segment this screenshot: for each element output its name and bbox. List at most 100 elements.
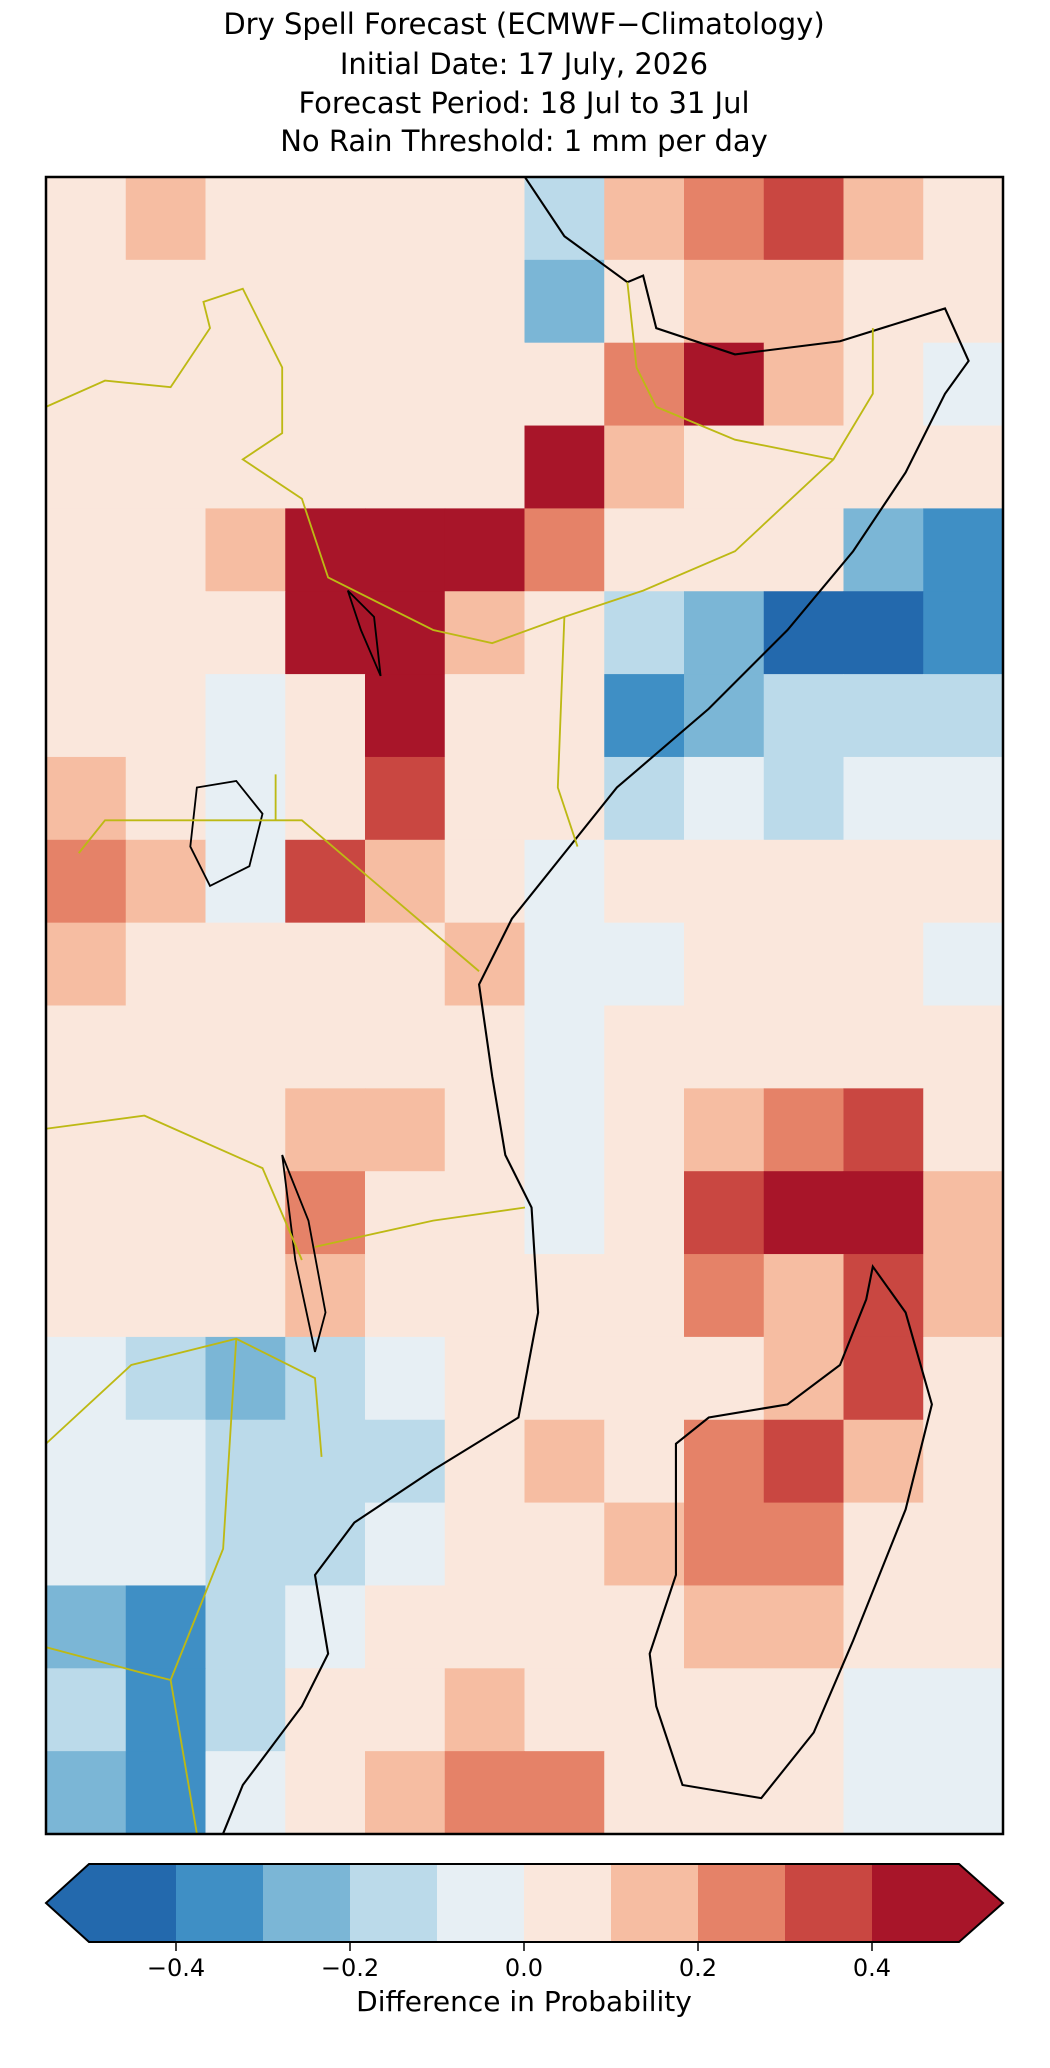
cell	[125, 1751, 206, 1835]
cell	[46, 342, 127, 427]
cell	[684, 1171, 765, 1255]
cell	[125, 674, 206, 758]
colorbar-label: Difference in Probability	[356, 1985, 692, 2018]
cell	[923, 1005, 1004, 1089]
cell	[604, 922, 685, 1006]
cell	[923, 839, 1004, 924]
cell	[125, 839, 206, 924]
cell	[843, 839, 924, 924]
cell	[684, 756, 765, 841]
cell	[46, 1502, 127, 1586]
lake	[189, 589, 382, 1353]
cell	[843, 1668, 924, 1752]
cell	[365, 839, 446, 924]
cell	[763, 839, 844, 924]
cell	[444, 1585, 525, 1669]
colorbar-extend	[46, 1864, 89, 1942]
map-frame	[44, 175, 1005, 1836]
cell	[923, 1171, 1004, 1255]
cell	[46, 1254, 127, 1338]
cell	[285, 1585, 366, 1669]
cell	[205, 259, 286, 344]
colorbar-segment	[176, 1864, 264, 1942]
madagascar	[648, 1263, 933, 1800]
cell	[684, 922, 765, 1006]
cell	[684, 1668, 765, 1752]
cell	[125, 1336, 206, 1421]
cell	[205, 1419, 286, 1504]
cell	[285, 591, 366, 675]
cell	[923, 922, 1004, 1006]
cell	[46, 425, 127, 509]
cell	[285, 1254, 366, 1338]
cell	[444, 839, 525, 924]
colorbar-tick-label: −0.2	[321, 1954, 379, 1982]
cell	[365, 591, 446, 675]
cell	[843, 425, 924, 509]
cell	[444, 1254, 525, 1338]
raster	[46, 177, 1004, 1835]
cell	[684, 425, 765, 509]
cell	[524, 1419, 605, 1504]
cell	[365, 1419, 446, 1504]
cell	[444, 1419, 525, 1504]
cell	[763, 1005, 844, 1089]
cell	[763, 1171, 844, 1255]
cell	[46, 508, 127, 592]
colorbar: −0.4 −0.2 0.0 0.2 0.4	[44, 1863, 1005, 1982]
cell	[763, 425, 844, 509]
cell	[46, 839, 127, 924]
cell	[444, 425, 525, 509]
colorbar-outline	[44, 1863, 1005, 1943]
cell	[843, 1502, 924, 1586]
cell	[524, 177, 605, 261]
cell	[285, 177, 366, 261]
cell	[604, 1336, 685, 1421]
cell	[604, 259, 685, 344]
cell	[365, 508, 446, 592]
cell	[524, 1668, 605, 1752]
cell	[365, 1005, 446, 1089]
cell	[46, 1751, 127, 1835]
colorbar-extend	[959, 1864, 1003, 1942]
colorbar-segment	[698, 1864, 786, 1942]
cell	[524, 425, 605, 509]
cell	[604, 1088, 685, 1172]
cell	[444, 1088, 525, 1172]
colorbar-segment	[785, 1864, 873, 1942]
cell	[763, 591, 844, 675]
cell	[444, 1502, 525, 1586]
cell	[604, 508, 685, 592]
cell	[684, 1088, 765, 1172]
cell	[843, 1005, 924, 1089]
title-line: No Rain Threshold: 1 mm per day	[280, 124, 768, 158]
colorbar-tick-label: 0.0	[505, 1954, 543, 1982]
cell	[843, 1585, 924, 1669]
colorbar-segment	[611, 1864, 699, 1942]
cell	[205, 1088, 286, 1172]
cell	[205, 1005, 286, 1089]
cell	[763, 1585, 844, 1669]
cell	[205, 1751, 286, 1835]
cell	[684, 1005, 765, 1089]
cell	[46, 922, 127, 1006]
cell	[604, 1419, 685, 1504]
cell	[365, 1254, 446, 1338]
cell	[285, 922, 366, 1006]
cell	[285, 1088, 366, 1172]
cell	[524, 1585, 605, 1669]
cell	[205, 922, 286, 1006]
cell	[524, 1088, 605, 1172]
cell	[524, 1171, 605, 1255]
cell	[444, 342, 525, 427]
cell	[444, 674, 525, 758]
cell	[365, 259, 446, 344]
colorbar-segment	[89, 1864, 177, 1942]
cell	[843, 1419, 924, 1504]
cell	[524, 1751, 605, 1835]
cell	[524, 756, 605, 841]
cell	[46, 1088, 127, 1172]
cell	[524, 508, 605, 592]
cell	[923, 1254, 1004, 1338]
